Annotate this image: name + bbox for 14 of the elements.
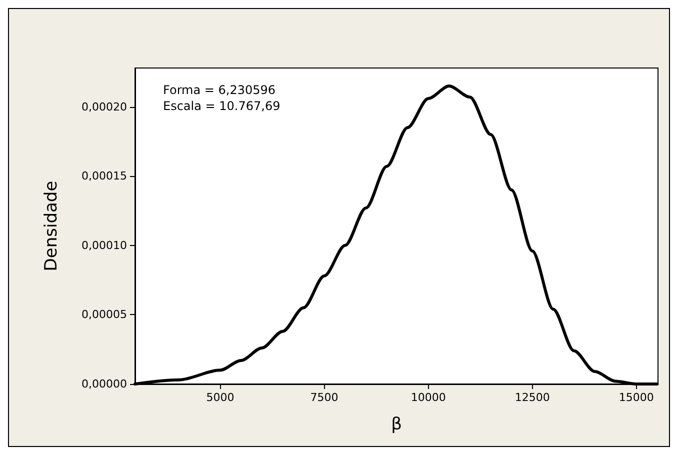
- x-tick-label: 5000: [206, 391, 234, 404]
- x-tick-label: 15000: [618, 391, 654, 404]
- x-axis-title: β: [391, 414, 402, 434]
- y-tick-label: 0,00010: [82, 238, 127, 252]
- y-tick-label: 0,00015: [82, 170, 127, 183]
- annotation: Escala = 10.767,69: [163, 99, 280, 113]
- y-tick-label: 0,00000: [82, 378, 127, 390]
- x-tick-label: 12500: [514, 391, 550, 404]
- y-tick-label: 0,00005: [82, 308, 127, 322]
- x-tick-label: 7500: [310, 391, 338, 404]
- y-axis-title: Densidade: [42, 180, 62, 272]
- x-tick-label: 10000: [410, 391, 446, 404]
- annotation: Forma = 6,230596: [163, 83, 276, 97]
- y-tick-label: 0,00020: [82, 100, 127, 114]
